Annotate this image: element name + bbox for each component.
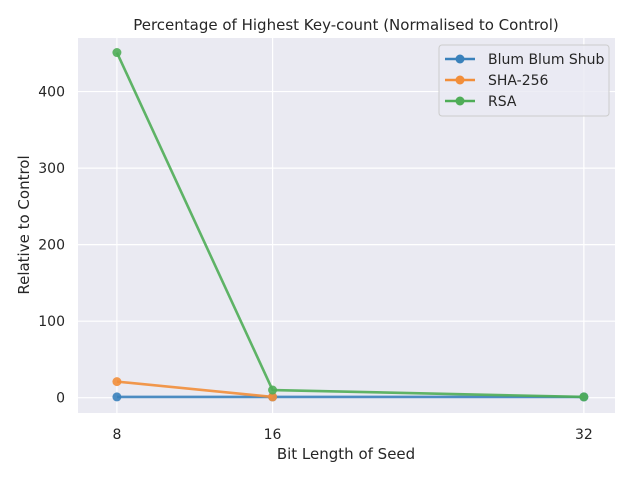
legend-item: Blum Blum Shub	[445, 52, 605, 68]
series-sha-256	[112, 377, 278, 402]
y-tick-label: 100	[38, 314, 65, 330]
data-point	[579, 392, 589, 402]
series-rsa	[112, 48, 589, 402]
x-tick-label: 8	[112, 427, 121, 443]
y-tick-labels: 0 100 200 300 400	[38, 85, 65, 407]
y-tick-label: 200	[38, 238, 65, 254]
data-point	[112, 377, 122, 387]
data-point	[268, 385, 278, 395]
legend: Blum Blum Shub SHA-256 RSA	[438, 44, 610, 117]
legend-item: SHA-256	[445, 73, 549, 89]
y-axis-title: Relative to Control	[15, 155, 33, 294]
legend-item: RSA	[445, 94, 517, 110]
legend-marker	[455, 96, 465, 106]
y-tick-label: 0	[56, 391, 65, 407]
x-axis-title: Bit Length of Seed	[277, 445, 415, 463]
legend-marker	[455, 75, 465, 85]
x-tick-label: 16	[264, 427, 282, 443]
legend-label: SHA-256	[488, 73, 549, 89]
x-tick-label: 32	[575, 427, 593, 443]
series-layer	[112, 48, 589, 402]
data-point	[268, 392, 278, 402]
legend-label: Blum Blum Shub	[488, 52, 605, 68]
legend-label: RSA	[488, 94, 517, 110]
data-point	[112, 48, 122, 58]
legend-marker	[455, 54, 465, 64]
data-point	[112, 392, 122, 402]
legend-items: Blum Blum Shub SHA-256 RSA	[445, 52, 605, 110]
x-tick-labels: 8 16 32	[112, 427, 592, 443]
chart-title: Percentage of Highest Key-count (Normali…	[133, 16, 559, 34]
y-tick-label: 300	[38, 161, 65, 177]
series-line	[116, 380, 273, 399]
legend-box	[438, 44, 610, 117]
y-tick-label: 400	[38, 85, 65, 101]
